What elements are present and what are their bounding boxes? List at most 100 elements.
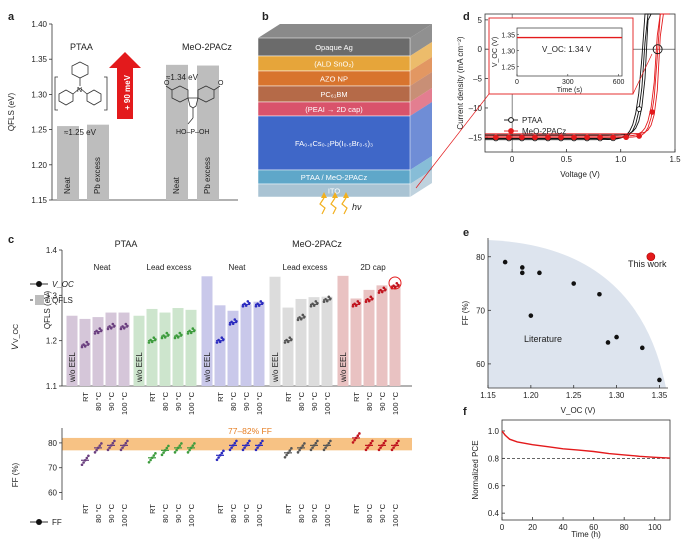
panel-c-legend-ff-marker: [36, 519, 42, 525]
panel-c-top-y-tick-label: 1.4: [46, 246, 58, 255]
panel-c-ff-point: [290, 447, 293, 450]
panel-d-legend-ptaa: PTAA: [522, 116, 543, 125]
panel-c-wo-eel-label: w/o EEL: [339, 352, 348, 383]
panel-d-jv-curve: [485, 13, 670, 141]
panel-c-ff-point: [299, 446, 303, 450]
meo-chain2: [187, 117, 194, 125]
panel-a-annotation-low: ≈1.25 eV: [64, 128, 97, 137]
panel-c-voc-point: [82, 343, 85, 346]
panel-c-qfls-bar: [321, 296, 333, 386]
panel-d-y-tick-label: 5: [478, 16, 483, 25]
panel-c-ff-x-tick-label: RT: [148, 504, 157, 514]
panel-f-y-tick-label: 0.6: [488, 482, 500, 491]
panel-c-top-x-tick-label: 100 °C: [391, 391, 400, 415]
panel-c-voc-point: [325, 299, 329, 303]
panel-c-ff-point: [167, 444, 170, 448]
panel-c-voc-point: [150, 340, 154, 344]
panel-a-y-tick-label: 1.25: [31, 126, 47, 135]
panel-c-voc-point: [220, 336, 224, 339]
panel-d-inset-x-tick-label: 300: [562, 79, 574, 86]
panel-b-layer-side: [410, 88, 432, 116]
panel-c-voc-point: [217, 338, 220, 342]
panel-c-ff-point: [165, 446, 169, 450]
panel-c-group-label: Neat: [94, 263, 112, 272]
panel-d-legend-marker-ptaa: [508, 117, 514, 123]
panel-d-inset-label: V_OC: 1.34 V: [542, 45, 592, 54]
panel-a-y-label: QFLS (eV): [7, 93, 16, 132]
panel-d-legend-meo: MeO-2PACz: [522, 127, 566, 136]
panel-f-x-tick-label: 60: [589, 523, 598, 532]
panel-c-ff-point: [83, 458, 87, 462]
panel-c-voc-point: [379, 288, 382, 292]
panel-d-x-tick-label: 0.5: [561, 155, 573, 164]
panel-d-y-tick-label: –5: [473, 75, 482, 84]
panel-c-title-ptaa: PTAA: [115, 239, 138, 249]
panel-d-jv-marker: [610, 134, 616, 141]
panel-c-voc-point: [173, 336, 177, 340]
panel-d-connector-1: [415, 93, 490, 189]
panel-c-ff-x-tick-label: RT: [216, 504, 225, 514]
panel-c-ff-point: [233, 441, 237, 445]
panel-c-qfls-bar: [389, 285, 401, 386]
panel-e-literature-region: [488, 240, 666, 388]
panel-c-ff-point: [80, 463, 84, 467]
panel-d-inset-x-tick-label: 0: [515, 79, 519, 86]
panel-c-ff-point: [353, 438, 356, 442]
panel-e-literature-point: [519, 270, 525, 276]
panel-c-voc-point: [100, 329, 103, 332]
panel-c-voc-point: [189, 331, 193, 335]
panel-c-ff-point: [248, 439, 251, 443]
panel-c-legend-voc: V_OC: [52, 280, 74, 289]
panel-e-x-tick-label: 1.15: [480, 391, 496, 400]
panel-c-voc-point: [316, 301, 319, 305]
panel-b-layer-label: Opaque Ag: [315, 43, 353, 52]
panel-c-ff-point: [351, 441, 355, 444]
panel-c-ff-point: [108, 446, 111, 449]
panel-c-voc-point: [322, 300, 326, 303]
panel-e-literature-point: [614, 334, 619, 340]
panel-c-qfls-bar: [172, 308, 184, 386]
panel-c-ff-point: [303, 442, 306, 445]
panel-d-inset-x-tick-label: 600: [613, 79, 625, 86]
panel-b-layer-side: [410, 170, 432, 197]
panel-f-y-tick-label: 1.0: [488, 427, 500, 436]
panel-c-wo-eel-label: w/o EEL: [135, 352, 144, 383]
panel-c-voc-point: [254, 304, 258, 308]
panel-c-top-x-tick-label: RT: [81, 392, 90, 402]
panel-c-qfls-bar: [185, 309, 197, 386]
panel-c-ff-point: [175, 448, 178, 452]
panel-d-jv-marker: [584, 134, 590, 141]
panel-c-ff-point: [235, 439, 238, 443]
panel-c-voc-point: [327, 295, 331, 299]
panel-c-qfls-bar: [240, 304, 252, 386]
meo-o-left: [165, 85, 173, 91]
panel-c-ff-point: [150, 456, 154, 460]
panel-c-qfls-bar: [269, 276, 281, 386]
panel-e-y-tick-label: 80: [476, 253, 485, 262]
panel-c-qfls-bar: [118, 312, 130, 386]
panel-c-voc-point: [218, 340, 222, 344]
panel-c-qfls-bar: [376, 285, 388, 386]
panel-c-ff-point: [163, 449, 167, 452]
panel-c-voc-point: [246, 300, 250, 303]
panel-d-inset-y-tick-label: 1.35: [501, 32, 515, 39]
panel-c-voc-point: [358, 301, 361, 305]
panel-c-voc-point: [296, 318, 300, 322]
panel-b-layer-label: AZO NP: [320, 75, 348, 84]
panel-c-voc-point: [384, 288, 387, 291]
panel-c-ff-point: [397, 439, 400, 443]
panel-d-x-tick-label: 1.5: [669, 155, 681, 164]
panel-c-voc-point: [162, 334, 165, 337]
panel-c-top-x-tick-label: 100 °C: [187, 391, 196, 415]
panel-c-ff-point: [228, 448, 232, 452]
panel-c-voc-point: [351, 304, 355, 308]
panel-c-ff-point: [367, 444, 371, 447]
panel-c-ff-point: [231, 444, 235, 447]
panel-c-ff-point: [87, 454, 90, 458]
panel-e-this-work-point: [646, 252, 656, 262]
panel-a-bar: [197, 65, 219, 200]
panel-c-ff-x-tick-label: 80 °C: [297, 503, 306, 522]
panel-c-ff-x-tick-label: 90 °C: [310, 503, 319, 522]
panel-c-ff-point: [392, 446, 395, 449]
panel-c-voc-point: [299, 317, 303, 321]
